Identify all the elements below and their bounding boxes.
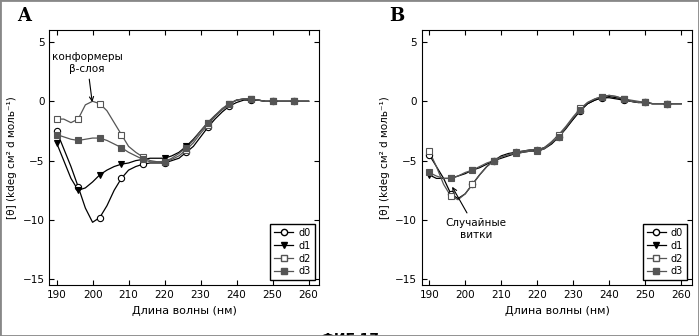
Text: Случайные
витки: Случайные витки bbox=[445, 188, 507, 240]
Legend: d0, d1, d2, d3: d0, d1, d2, d3 bbox=[270, 224, 315, 280]
Text: B: B bbox=[389, 7, 405, 25]
Text: ФИГ.17: ФИГ.17 bbox=[320, 332, 379, 336]
X-axis label: Длина волны (нм): Длина волны (нм) bbox=[505, 305, 610, 316]
X-axis label: Длина волны (нм): Длина волны (нм) bbox=[132, 305, 237, 316]
Legend: d0, d1, d2, d3: d0, d1, d2, d3 bbox=[642, 224, 687, 280]
Text: конформеры
β-слоя: конформеры β-слоя bbox=[52, 52, 122, 101]
Text: A: A bbox=[17, 7, 31, 25]
Y-axis label: [θ] (kdeg см² d моль⁻¹): [θ] (kdeg см² d моль⁻¹) bbox=[7, 96, 17, 219]
Y-axis label: [θ] (kdeg см² d моль⁻¹): [θ] (kdeg см² d моль⁻¹) bbox=[380, 96, 389, 219]
